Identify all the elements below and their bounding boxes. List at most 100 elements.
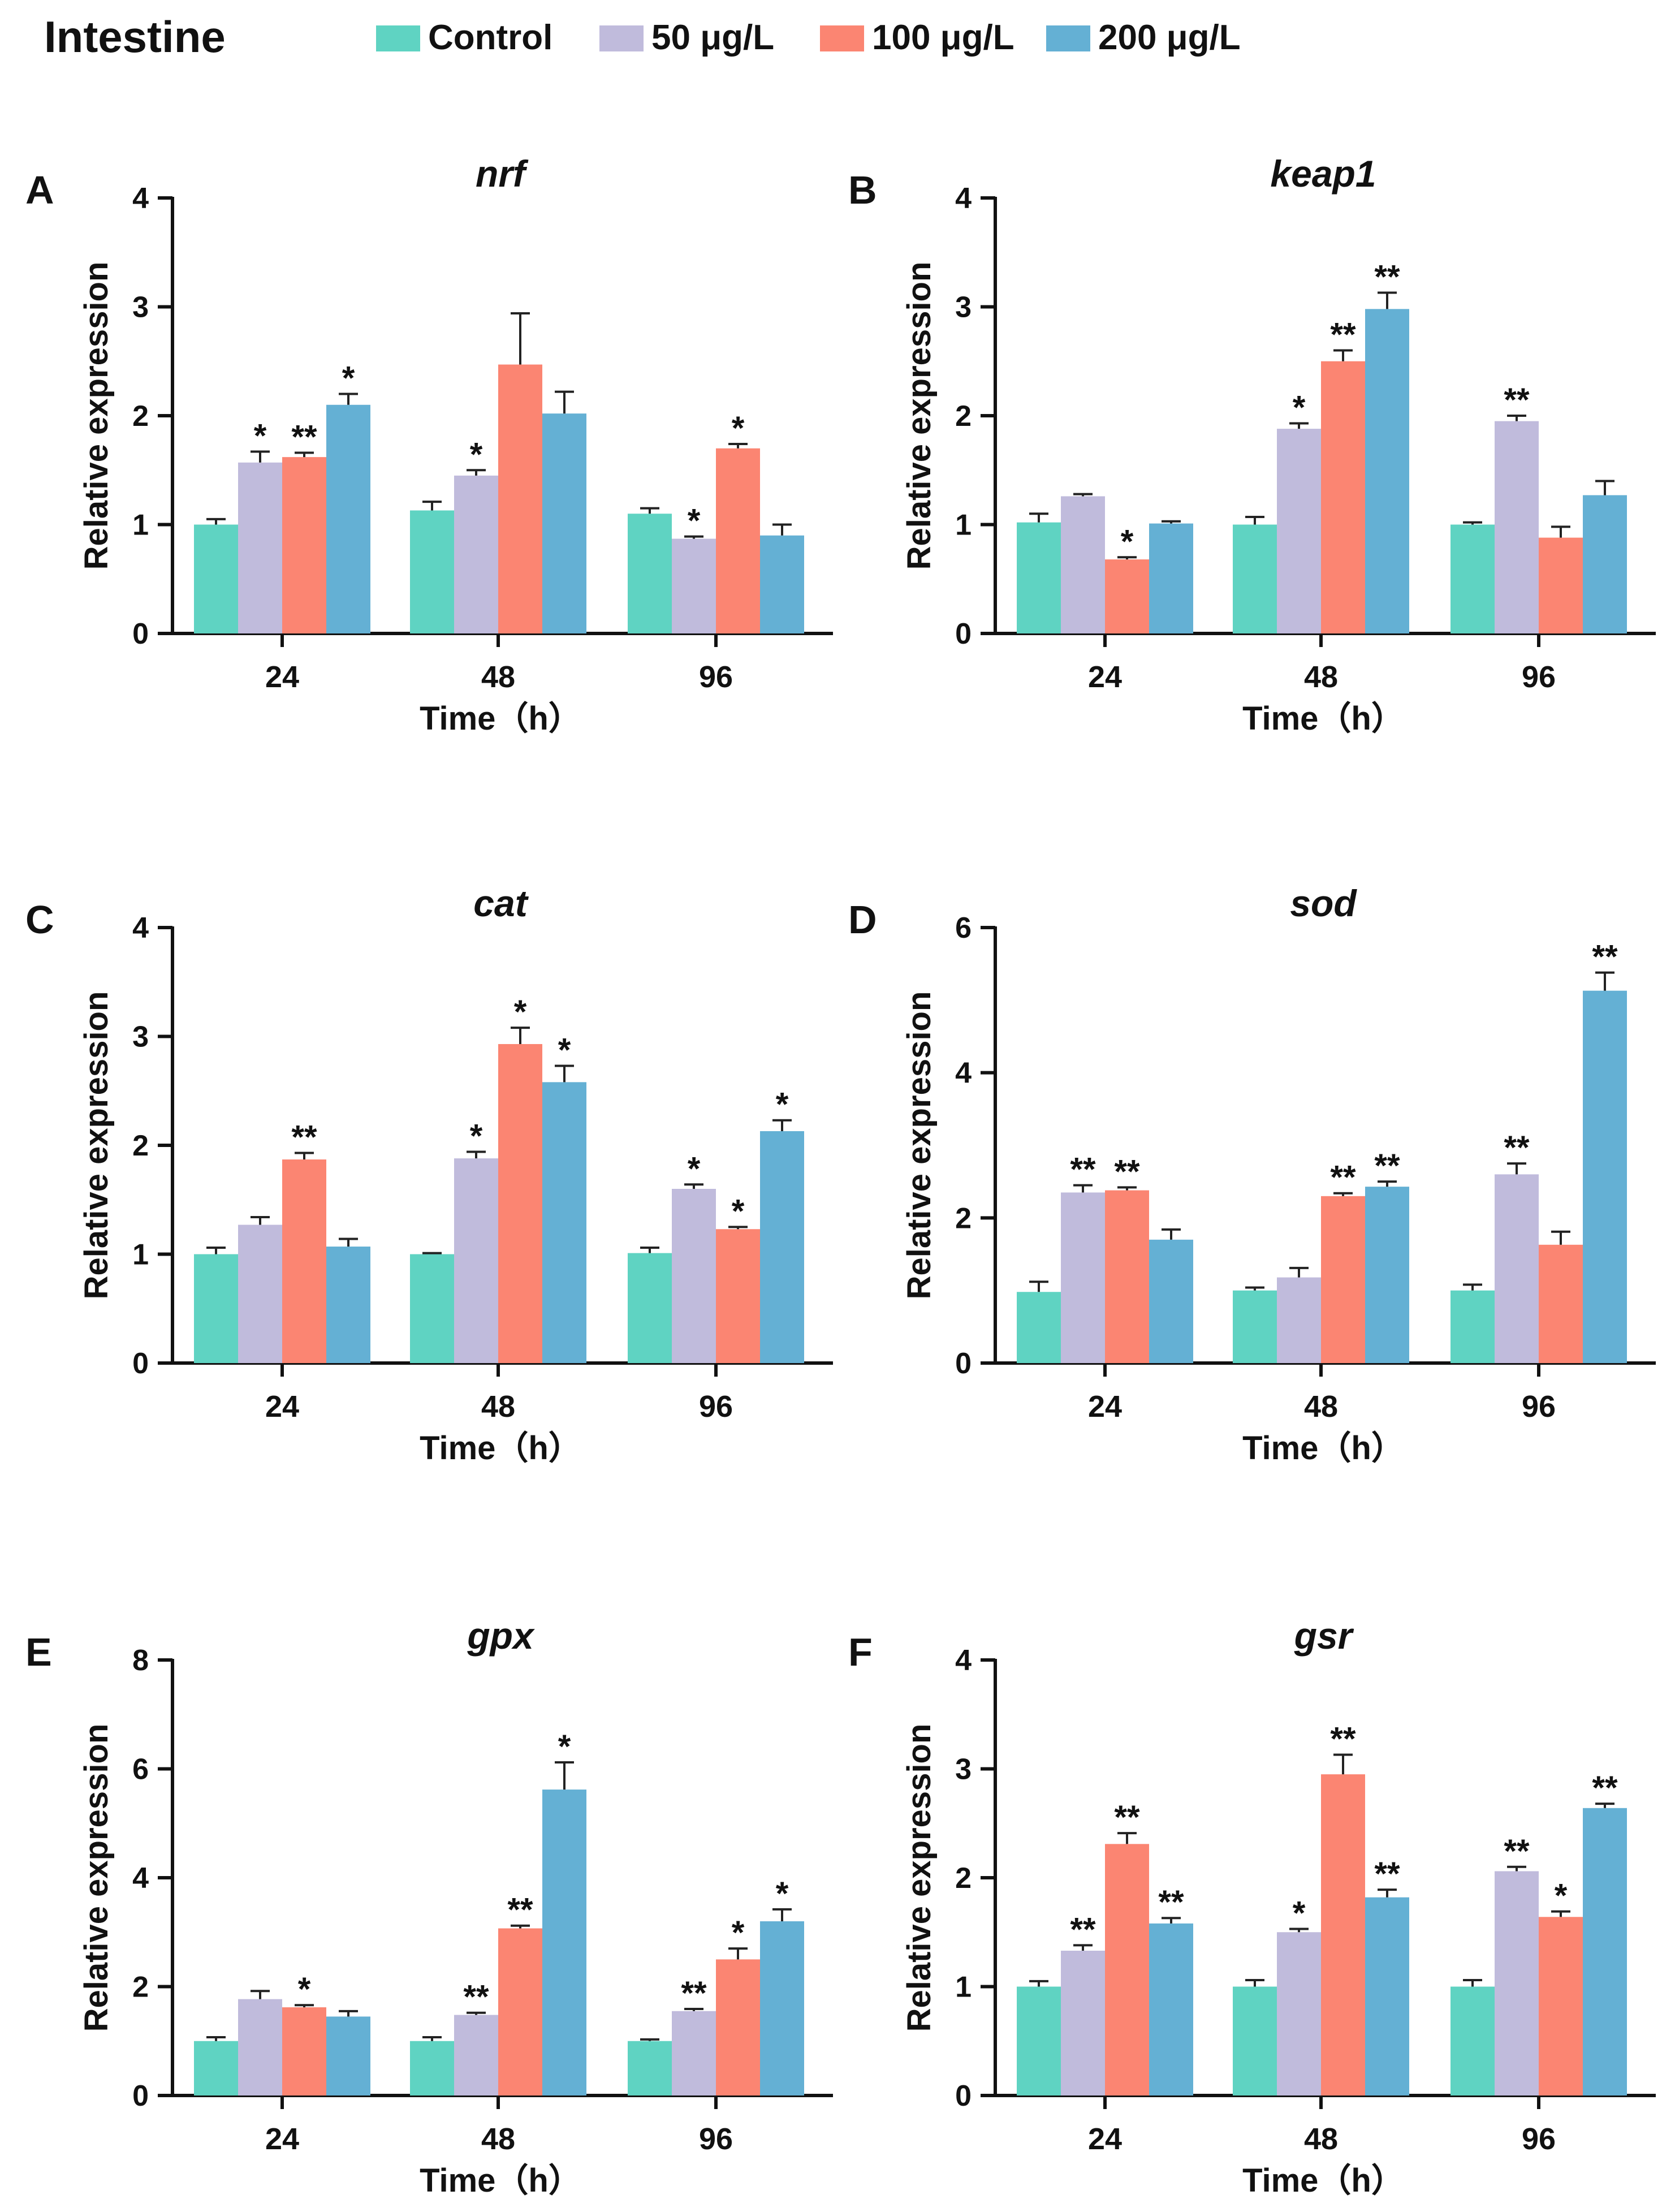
chart-title: sod [1290,882,1357,924]
bar [238,1999,282,2095]
significance-label: * [776,1086,789,1123]
x-axis-label: Time（h） [420,700,581,737]
significance-label: * [732,1193,745,1230]
y-tick-label: 2 [132,400,149,433]
y-tick-label: 4 [955,1057,972,1090]
bar [1365,1187,1409,1363]
significance-label: ** [1114,1799,1140,1836]
significance-label: * [470,436,483,473]
bar [672,2011,716,2095]
significance-label: * [470,1118,483,1155]
significance-label: * [776,1875,789,1912]
bar [672,538,716,633]
x-tick-label: 48 [1304,660,1338,694]
significance-label: ** [1330,1721,1356,1757]
bar [628,2041,672,2095]
significance-label: * [254,418,267,455]
legend-label: 100 μg/L [872,18,1015,57]
bar [1321,1774,1365,2095]
x-tick-label: 24 [265,1390,299,1424]
significance-label: * [688,503,701,540]
bar [326,2016,370,2095]
y-tick-label: 4 [132,1862,149,1895]
significance-label: ** [507,1892,533,1929]
y-tick-label: 1 [955,1971,972,2004]
x-tick-label: 96 [1522,1390,1556,1424]
bar [1583,990,1627,1363]
chart-title: nrf [476,153,529,195]
x-tick-label: 24 [1088,1390,1122,1424]
bar [1233,524,1277,633]
significance-label: * [1293,1895,1306,1931]
x-tick-label: 96 [1522,2122,1556,2156]
y-tick-label: 3 [132,1021,149,1054]
x-tick-label: 96 [699,2122,733,2156]
significance-label: * [732,410,745,447]
legend-label: 50 μg/L [651,18,774,57]
bar [194,1254,238,1363]
y-tick-label: 0 [132,618,149,650]
bar [1017,1292,1061,1363]
x-tick-label: 48 [1304,2122,1338,2156]
bar [1233,1986,1277,2095]
bar [1061,1192,1105,1363]
x-tick-label: 96 [699,1390,733,1424]
bar [410,1254,454,1363]
significance-label: * [298,1971,311,2008]
bar [672,1189,716,1363]
x-axis-label: Time（h） [1242,2162,1404,2199]
bar [1061,496,1105,633]
bar [326,404,370,633]
bar [282,1159,326,1363]
bar [1583,495,1627,633]
x-tick-label: 48 [481,1390,515,1424]
y-tick-label: 3 [955,291,972,324]
y-tick-label: 4 [132,182,149,215]
significance-label: ** [463,1979,489,2016]
legend-swatch [376,25,420,51]
significance-label: * [732,1915,745,1951]
bar [1277,429,1321,633]
y-axis-label: Relative expression [901,262,938,570]
bar [1450,1290,1495,1363]
bar [410,2041,454,2095]
y-tick-label: 2 [132,1129,149,1162]
y-axis-label: Relative expression [78,991,115,1300]
bar [1539,1917,1583,2095]
x-tick-label: 24 [265,660,299,694]
bar [454,475,498,633]
x-tick-label: 24 [1088,2122,1122,2156]
x-axis-label: Time（h） [1242,1430,1404,1467]
significance-label: ** [1374,258,1400,295]
y-tick-label: 2 [955,1862,972,1895]
bar [760,1921,804,2095]
legend: Control 50 μg/L 100 μg/L 200 μg/L [376,18,1241,57]
y-tick-label: 6 [955,912,972,945]
bar [1233,1290,1277,1363]
significance-label: ** [1330,317,1356,353]
x-axis-label: Time（h） [1242,700,1404,737]
y-tick-label: 1 [132,1239,149,1271]
x-tick-label: 48 [1304,1390,1338,1424]
bar [498,1044,542,1363]
significance-label: ** [1592,939,1618,976]
bar [542,413,586,633]
bar [454,1158,498,1363]
significance-label: ** [1504,1833,1530,1870]
bar [1105,559,1149,633]
bar [326,1247,370,1363]
y-axis-label: Relative expression [78,262,115,570]
significance-label: ** [1504,382,1530,419]
bar [1149,523,1193,633]
bar [1017,1986,1061,2095]
bar [282,2007,326,2095]
legend-label: 200 μg/L [1098,18,1241,57]
significance-label: ** [291,1119,317,1155]
y-axis-label: Relative expression [901,991,938,1300]
significance-label: ** [1330,1159,1356,1196]
